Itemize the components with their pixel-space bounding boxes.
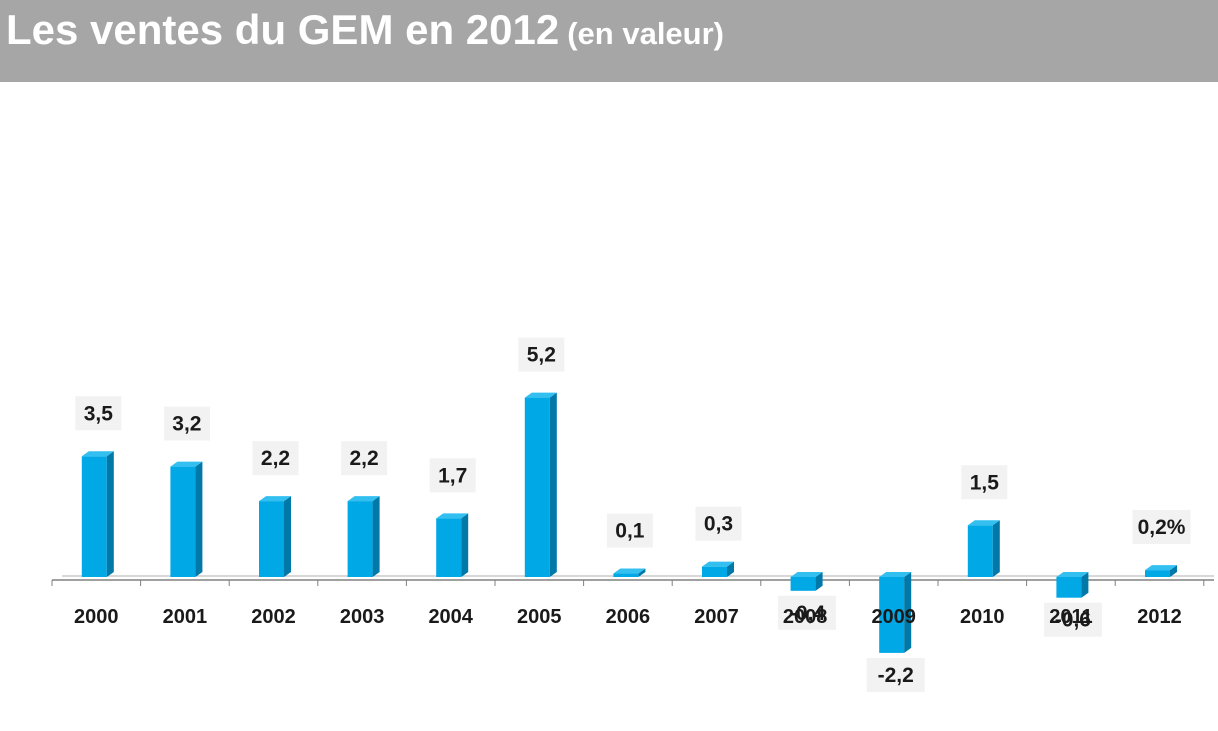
- data-label-box-2004: [429, 458, 476, 493]
- bar-top-2011: [1056, 572, 1089, 577]
- bar-top-2006: [613, 568, 646, 574]
- data-label-box-2008: [778, 595, 837, 630]
- bar-2001: [170, 466, 196, 577]
- data-label-2000: 3,5: [84, 402, 114, 425]
- data-label-2008: -0,4: [789, 602, 826, 625]
- data-label-box-2001: [163, 406, 210, 441]
- data-label-2001: 3,2: [172, 413, 201, 436]
- bar-top-2003: [347, 496, 380, 502]
- bar-2004: [436, 518, 462, 577]
- data-label-box-2011: [1043, 602, 1102, 637]
- x-tick-label-2003: 2003: [340, 606, 385, 628]
- data-label-box-2003: [341, 441, 388, 476]
- data-label-box-2000: [75, 396, 122, 431]
- bar-top-2007: [702, 561, 734, 567]
- data-label-2004: 1,7: [438, 464, 467, 487]
- bar-side-2007: [727, 561, 734, 577]
- data-label-box-2012: [1132, 510, 1191, 545]
- bar-2010: [967, 525, 993, 577]
- x-tick-label-2004: 2004: [428, 606, 473, 628]
- data-label-box-2007: [695, 506, 742, 541]
- bar-2003: [347, 501, 373, 577]
- data-label-2003: 2,2: [349, 447, 378, 470]
- title-bar: Les ventes du GEM en 2012 (en valeur): [0, 0, 1218, 82]
- data-label-box-2005: [518, 337, 565, 372]
- bar-top-2009: [879, 572, 912, 577]
- data-label-2010: 1,5: [970, 471, 1000, 494]
- bar-2009: [879, 577, 905, 653]
- x-tick-label-2000: 2000: [74, 606, 119, 628]
- bar-top-2002: [259, 496, 291, 502]
- bar-2011: [1056, 577, 1082, 598]
- bar-2007: [702, 566, 727, 577]
- x-tick-label-2012: 2012: [1137, 606, 1182, 628]
- bar-side-2001: [195, 461, 203, 577]
- data-label-2012: 0,2%: [1138, 516, 1186, 539]
- data-label-2011: -0,6: [1055, 609, 1091, 632]
- chart-title-main: Les ventes du GEM en 2012: [6, 6, 560, 53]
- bar-side-2005: [549, 392, 557, 577]
- chart-title: Les ventes du GEM en 2012 (en valeur): [6, 6, 724, 54]
- x-tick-label-2009: 2009: [871, 606, 916, 628]
- chart-title-sub: (en valeur): [567, 16, 724, 51]
- bar-2000: [81, 456, 107, 577]
- bar-2005: [524, 397, 550, 577]
- bar-2002: [259, 501, 284, 577]
- x-tick-label-2011: 2011: [1049, 606, 1092, 628]
- bar-top-2005: [524, 392, 557, 398]
- data-label-2009: -2,2: [878, 664, 914, 687]
- bar-side-2003: [372, 496, 380, 577]
- data-label-2005: 5,2: [527, 344, 556, 367]
- bar-side-2008: [815, 572, 823, 591]
- x-tick-label-2002: 2002: [251, 606, 296, 628]
- bar-side-2010: [992, 520, 1000, 577]
- x-tick-label-2006: 2006: [606, 606, 651, 628]
- bar-top-2001: [170, 461, 203, 467]
- data-label-box-2009: [866, 657, 925, 692]
- bar-top-2008: [790, 572, 823, 577]
- bar-side-2012: [1170, 565, 1177, 577]
- x-tick-label-2007: 2007: [694, 606, 739, 628]
- bar-top-2012: [1145, 565, 1177, 571]
- bar-side-2009: [904, 572, 912, 653]
- data-label-box-2010: [961, 465, 1008, 500]
- bar-side-2011: [1081, 572, 1089, 598]
- bar-side-2000: [106, 451, 114, 577]
- data-label-box-2006: [606, 513, 653, 548]
- bar-side-2006: [638, 568, 646, 577]
- x-tick-label-2005: 2005: [517, 606, 562, 628]
- bar-2008: [790, 577, 816, 591]
- data-label-2007: 0,3: [704, 513, 733, 536]
- data-label-2002: 2,2: [261, 447, 290, 470]
- bar-side-2004: [461, 513, 469, 577]
- bar-2012: [1145, 570, 1170, 577]
- bar-top-2004: [436, 513, 469, 519]
- bar-side-2002: [284, 496, 291, 577]
- bar-2006: [613, 573, 639, 577]
- bar-top-2010: [967, 520, 1000, 526]
- data-label-box-2002: [252, 441, 299, 476]
- data-label-2006: 0,1: [615, 520, 645, 543]
- bar-top-2000: [81, 451, 114, 457]
- x-tick-label-2008: 2008: [783, 606, 828, 628]
- x-tick-label-2010: 2010: [960, 606, 1005, 628]
- x-tick-label-2001: 2001: [163, 606, 208, 628]
